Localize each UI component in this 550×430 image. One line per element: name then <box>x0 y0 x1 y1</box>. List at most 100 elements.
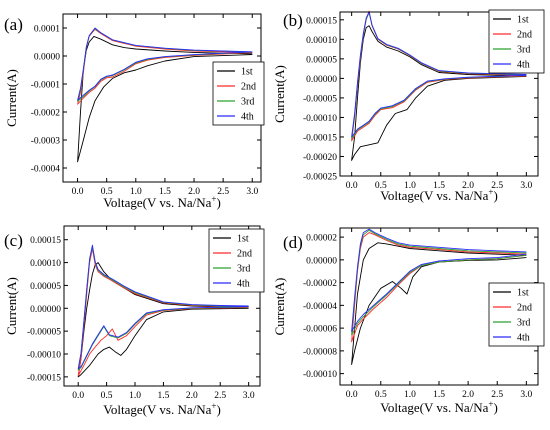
x-tick-label: 1.0 <box>129 391 141 401</box>
legend-label-3rd: 3rd <box>517 318 530 329</box>
y-tick-label: -0.00006 <box>303 325 337 335</box>
legend-label-2nd: 2nd <box>241 82 256 93</box>
series-line-1st <box>351 25 527 161</box>
y-tick-label: -0.00020 <box>303 153 337 163</box>
legend-label-2nd: 2nd <box>517 303 532 314</box>
y-tick-label: -0.0003 <box>31 137 61 147</box>
x-axis-title-close: ) <box>493 188 497 203</box>
x-tick-label: 1.5 <box>159 187 171 197</box>
y-tick-label: 0.00010 <box>306 36 337 46</box>
legend-box <box>488 282 545 347</box>
y-tick-label: -0.00010 <box>303 370 337 380</box>
panel-c: 0.0 0.5 1.0 1.5 2.0 2.5 3.0 -0.00015 -0.00010 -0.… <box>4 225 265 417</box>
series-line-4th <box>351 11 527 138</box>
x-tick-label: 0.0 <box>346 181 358 191</box>
y-tick-label: 0.00015 <box>30 236 61 246</box>
x-tick-label: 2.0 <box>462 181 474 191</box>
x-axis-title-close: ) <box>493 400 497 415</box>
y-tick-label: -0.00004 <box>303 302 337 312</box>
legend-label-3rd: 3rd <box>241 97 254 108</box>
x-axis-title: Voltage(V vs. Na/Na+) <box>380 187 498 203</box>
plot-frame <box>63 225 261 387</box>
x-tick-label: 2.5 <box>214 391 226 401</box>
x-axis-title-sup: + <box>211 194 216 204</box>
x-tick-label: 1.0 <box>404 181 416 191</box>
y-tick-label: -0.0002 <box>31 109 61 119</box>
y-tick-label: -0.00010 <box>27 351 61 361</box>
series-line-4th <box>77 244 249 370</box>
y-axis-title: Current(A) <box>272 65 287 123</box>
panel-d: 0.0 0.5 1.0 1.5 2.0 2.5 3.0 -0.00010 -0.00008 -0.… <box>272 227 545 415</box>
legend: 1st 2nd 3rd 4th <box>488 282 545 347</box>
x-tick-label: 1.5 <box>433 390 445 400</box>
x-axis-title-sup: + <box>488 187 493 197</box>
legend-label-3rd: 3rd <box>517 45 530 56</box>
y-tick-label: 0.0001 <box>34 25 60 35</box>
x-tick-label: 0.5 <box>375 181 387 191</box>
x-tick-label: 1.0 <box>130 187 142 197</box>
legend-label-2nd: 2nd <box>237 249 252 260</box>
series-line-4th <box>77 27 253 101</box>
legend-label-4th: 4th <box>517 333 530 344</box>
x-axis-title-sup: + <box>211 401 216 411</box>
x-tick-label: 3.0 <box>246 187 258 197</box>
y-tick-label: 0.00010 <box>30 259 61 269</box>
legend-label-1st: 1st <box>241 67 253 78</box>
y-tick-label: -0.00015 <box>303 133 337 143</box>
x-tick-label: 2.0 <box>186 391 198 401</box>
panel-b: 0.0 0.5 1.0 1.5 2.0 2.5 3.0 -0.00025 -0.00020 -0.… <box>272 9 545 203</box>
legend-box <box>488 9 545 74</box>
y-tick-label: -0.00005 <box>303 94 337 104</box>
x-axis-title: Voltage(V vs. Na/Na+) <box>103 401 221 417</box>
x-tick-label: 0.0 <box>346 390 358 400</box>
x-tick-label: 2.5 <box>491 181 503 191</box>
y-tick-label: -0.00008 <box>303 347 337 357</box>
panel-letter: (d) <box>283 233 303 252</box>
series-line-4th <box>351 228 527 332</box>
x-tick-label: 2.5 <box>217 187 229 197</box>
legend-box <box>212 61 265 126</box>
y-tick-label: -0.0004 <box>31 165 61 175</box>
y-tick-label: -0.0001 <box>31 81 61 91</box>
series-line-2nd <box>77 28 253 105</box>
legend-label-4th: 4th <box>517 60 530 71</box>
panel-letter: (b) <box>283 11 303 30</box>
x-tick-label: 1.5 <box>433 181 445 191</box>
y-tick-label: -0.00025 <box>303 173 337 183</box>
series-line-1st <box>77 35 253 163</box>
x-tick-label: 0.5 <box>101 187 113 197</box>
x-axis-title-sup: + <box>488 399 493 409</box>
legend: 1st 2nd 3rd 4th <box>212 61 265 126</box>
y-tick-label: 0.00005 <box>306 55 337 65</box>
legend-label-1st: 1st <box>517 288 529 299</box>
x-tick-label: 2.0 <box>188 187 200 197</box>
x-tick-label: 3.0 <box>520 390 532 400</box>
x-tick-label: 0.5 <box>375 390 387 400</box>
y-tick-label: 0.00002 <box>306 234 337 244</box>
y-tick-label: 0.00000 <box>306 256 337 266</box>
x-axis-title: Voltage(V vs. Na/Na+) <box>380 399 498 415</box>
y-axis-title: Current(A) <box>272 278 287 336</box>
series-line-1st <box>351 242 527 365</box>
panel-a: 0.0 0.5 1.0 1.5 2.0 2.5 3.0 -0.0004 -0.0003 -0.00… <box>4 13 265 210</box>
y-axis-title: Current(A) <box>4 277 19 335</box>
y-axis-title: Current(A) <box>4 69 19 127</box>
legend: 1st 2nd 3rd 4th <box>488 9 545 74</box>
legend-label-1st: 1st <box>517 15 529 26</box>
legend-box <box>208 228 265 293</box>
legend: 1st 2nd 3rd 4th <box>208 228 265 293</box>
panel-letter: (a) <box>4 15 23 34</box>
x-axis-title: Voltage(V vs. Na/Na+) <box>103 194 221 210</box>
x-axis-title-main: Voltage(V vs. Na/Na <box>380 188 488 203</box>
x-tick-label: 1.5 <box>157 391 169 401</box>
y-tick-label: -0.00010 <box>303 114 337 124</box>
x-tick-label: 3.0 <box>243 391 255 401</box>
x-tick-label: 0.0 <box>72 187 84 197</box>
y-tick-label: -0.00002 <box>303 279 337 289</box>
x-tick-label: 2.0 <box>462 390 474 400</box>
x-axis-title-main: Voltage(V vs. Na/Na <box>103 402 211 417</box>
x-axis-title-close: ) <box>216 402 220 417</box>
x-axis-title-main: Voltage(V vs. Na/Na <box>380 400 488 415</box>
y-tick-label: 0.00015 <box>306 16 337 26</box>
